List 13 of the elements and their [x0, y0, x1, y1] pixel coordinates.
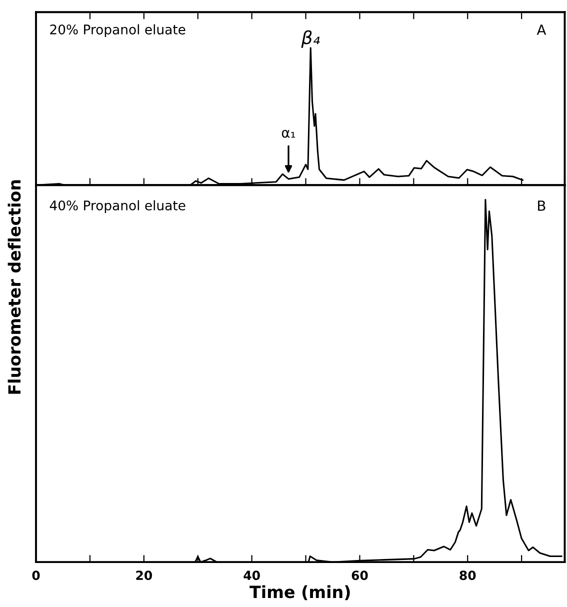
annotation: 40% Propanol eluate [50, 200, 186, 213]
x-tick-label: 0 [32, 570, 40, 580]
text: A [536, 24, 546, 35]
text: 20% Propanol eluate [50, 24, 186, 38]
annotation: β₄ [301, 30, 320, 48]
x-tick-label: 80 [460, 570, 476, 580]
x-tick-label: 40 [244, 570, 260, 580]
x-axis-title: Time (min) [250, 585, 350, 600]
y-axis-title: Fluorometer deflection [8, 180, 21, 394]
annotation: α₁ [282, 130, 296, 138]
x-tick-label: 60 [352, 570, 368, 580]
x-tick-label: 20 [136, 570, 152, 580]
annotation: B [538, 200, 546, 211]
